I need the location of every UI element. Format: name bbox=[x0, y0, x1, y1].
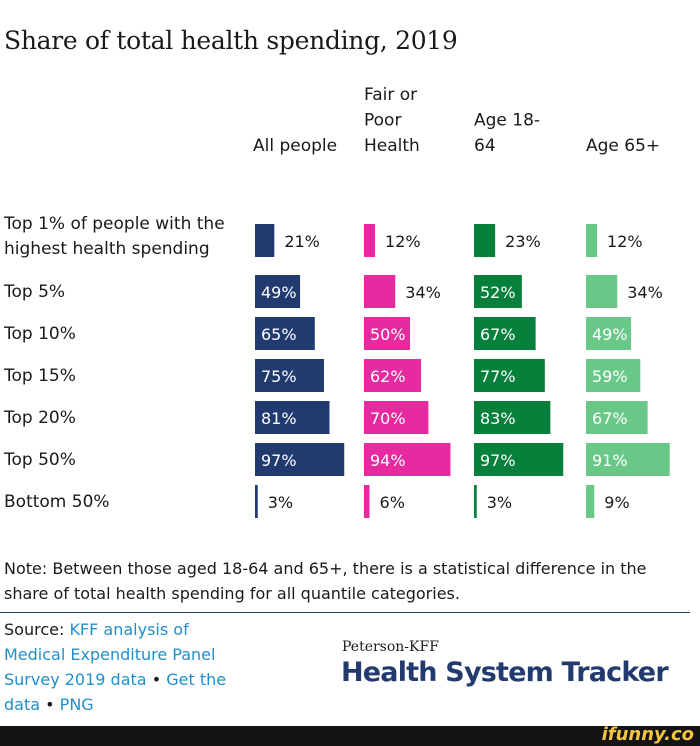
data-label: 3% bbox=[268, 493, 293, 512]
data-label: 9% bbox=[604, 493, 629, 512]
column-header-line: All people bbox=[253, 136, 337, 156]
data-label: 97% bbox=[261, 451, 297, 470]
row-label-line: Top 50% bbox=[3, 450, 76, 470]
watermark-logo: ifunny.co bbox=[601, 724, 694, 745]
data-label: 12% bbox=[607, 232, 643, 251]
column-header: Age 65+ bbox=[586, 136, 660, 156]
data-label: 23% bbox=[505, 232, 541, 251]
bar bbox=[474, 401, 551, 434]
brand-logo: Health System Tracker bbox=[341, 657, 669, 688]
row-label: Top 1% of people with the highest health … bbox=[3, 214, 225, 259]
source-separator: • bbox=[151, 670, 162, 689]
data-label: 34% bbox=[627, 283, 663, 302]
data-label: 65% bbox=[261, 325, 297, 344]
column-header: Age 18- 64 bbox=[474, 111, 540, 157]
row-label: Top 10% bbox=[3, 324, 76, 344]
bar bbox=[586, 224, 598, 257]
bar bbox=[364, 485, 370, 518]
chart-note: Note: Between those aged 18-64 and 65+, … bbox=[4, 559, 647, 603]
data-label: 91% bbox=[592, 451, 628, 470]
source-label: Source: bbox=[4, 620, 65, 639]
data-label: 12% bbox=[385, 232, 421, 251]
bar bbox=[586, 359, 641, 392]
row-label-line: Top 10% bbox=[3, 324, 76, 344]
data-label: 77% bbox=[480, 367, 516, 386]
bar bbox=[586, 317, 632, 350]
bar bbox=[255, 275, 301, 308]
get-data-link[interactable]: Get the data bbox=[4, 670, 227, 714]
row-label-line: Top 1% of people with the bbox=[3, 214, 225, 234]
divider bbox=[0, 612, 690, 613]
column-header-line: 64 bbox=[474, 136, 496, 156]
bar bbox=[255, 401, 330, 434]
row-label-line: Bottom 50% bbox=[4, 492, 110, 512]
column-header-line: Age 65+ bbox=[586, 136, 660, 156]
column-header-line: Poor bbox=[364, 111, 401, 131]
bar bbox=[474, 224, 496, 257]
data-label: 67% bbox=[480, 325, 516, 344]
row-label: Top 15% bbox=[3, 366, 76, 386]
bar bbox=[474, 359, 545, 392]
data-label: 49% bbox=[261, 283, 297, 302]
data-label: 67% bbox=[592, 409, 628, 428]
bar bbox=[586, 443, 670, 476]
data-label: 81% bbox=[261, 409, 297, 428]
bar bbox=[364, 359, 422, 392]
bar bbox=[255, 485, 258, 518]
column-header-line: Health bbox=[364, 136, 420, 156]
bar bbox=[586, 485, 595, 518]
row-label-line: Top 5% bbox=[3, 282, 65, 302]
data-label: 6% bbox=[380, 493, 405, 512]
row-label-line: Top 20% bbox=[3, 408, 76, 428]
data-label: 94% bbox=[370, 451, 406, 470]
chart-title: Share of total health spending, 2019 bbox=[4, 26, 458, 55]
bar bbox=[586, 275, 618, 308]
bar bbox=[474, 275, 522, 308]
brand-subtitle: Peterson-KFF bbox=[342, 639, 439, 655]
png-link[interactable]: PNG bbox=[59, 695, 94, 714]
bar bbox=[364, 401, 429, 434]
column-header-line: Fair or bbox=[364, 85, 417, 105]
row-label: Bottom 50% bbox=[4, 492, 110, 512]
row-label-line: Top 15% bbox=[3, 366, 76, 386]
watermark-bar: ifunny.co bbox=[0, 724, 700, 746]
row-label-line: highest health spending bbox=[4, 239, 210, 259]
source-block: Source: KFF analysis of Medical Expendit… bbox=[4, 617, 254, 717]
bar bbox=[364, 275, 396, 308]
data-label: 62% bbox=[370, 367, 406, 386]
data-label: 97% bbox=[480, 451, 516, 470]
bar bbox=[255, 224, 275, 257]
bar bbox=[474, 485, 477, 518]
data-label: 70% bbox=[370, 409, 406, 428]
row-label: Top 5% bbox=[3, 282, 65, 302]
bar bbox=[474, 443, 564, 476]
column-header-line: Age 18- bbox=[474, 111, 540, 131]
bar bbox=[364, 443, 451, 476]
bar bbox=[255, 443, 345, 476]
bar bbox=[364, 317, 410, 350]
bar bbox=[255, 359, 324, 392]
bar bbox=[474, 317, 536, 350]
bar bbox=[255, 317, 315, 350]
data-label: 59% bbox=[592, 367, 628, 386]
data-label: 49% bbox=[592, 325, 628, 344]
source-separator: • bbox=[45, 695, 55, 714]
bar bbox=[364, 224, 376, 257]
data-label: 50% bbox=[370, 325, 406, 344]
bar-chart: All peopleSelf-ReportedFair orPoorHealth… bbox=[3, 85, 670, 518]
row-label: Top 50% bbox=[3, 450, 76, 470]
source-link[interactable]: KFF analysis of Medical Expenditure Pane… bbox=[4, 620, 216, 689]
data-label: 21% bbox=[284, 232, 320, 251]
data-label: 34% bbox=[405, 283, 441, 302]
data-label: 83% bbox=[480, 409, 516, 428]
bar bbox=[586, 401, 648, 434]
data-label: 3% bbox=[487, 493, 512, 512]
data-label: 52% bbox=[480, 283, 516, 302]
data-label: 75% bbox=[261, 367, 297, 386]
column-header: All people bbox=[253, 136, 337, 156]
row-label: Top 20% bbox=[3, 408, 76, 428]
